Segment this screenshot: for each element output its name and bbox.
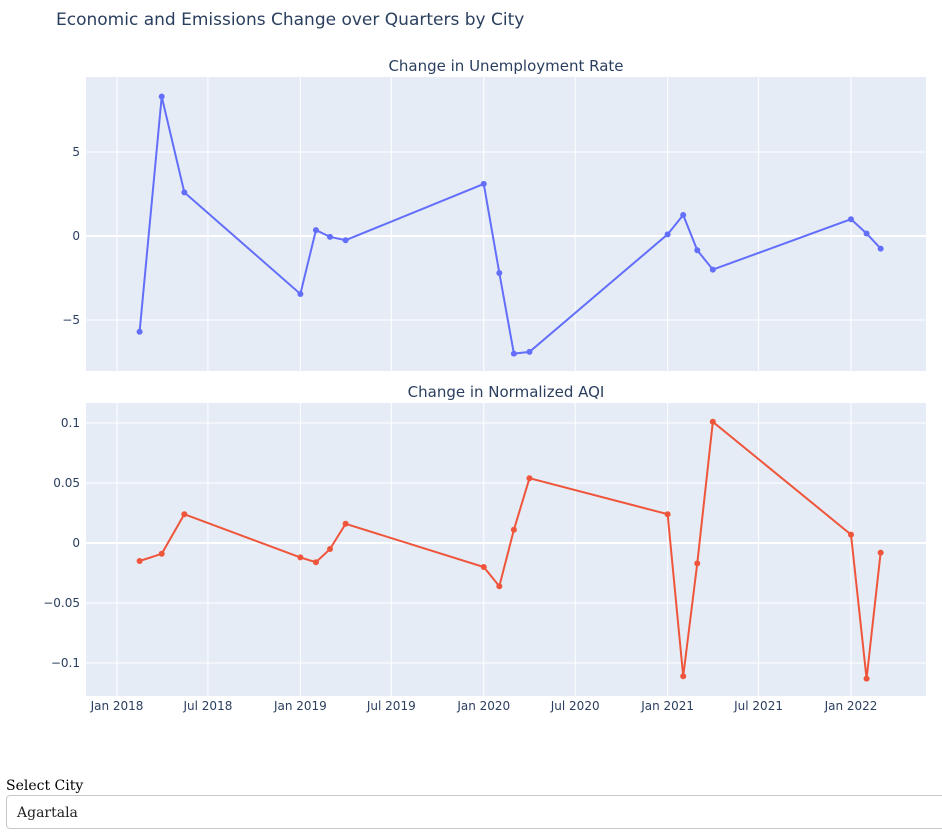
data-point — [136, 328, 143, 335]
data-point — [848, 531, 854, 538]
x-tick-label: Jul 2019 — [366, 699, 416, 713]
x-tick-label: Jan 2018 — [90, 699, 144, 713]
data-point — [709, 418, 716, 425]
data-point — [342, 237, 349, 244]
x-tick-label: Jul 2020 — [550, 699, 600, 713]
data-point — [526, 475, 533, 482]
data-point — [848, 216, 854, 223]
y-tick-label: −0.1 — [51, 656, 80, 670]
y-tick-label: 0.1 — [61, 416, 80, 430]
data-point — [327, 233, 334, 240]
data-point — [664, 231, 671, 238]
data-point — [694, 560, 701, 567]
data-point — [877, 549, 884, 556]
x-tick-label: Jan 2022 — [824, 699, 878, 713]
city-select-value: Agartala — [17, 805, 78, 821]
data-point — [480, 564, 487, 570]
y-tick-label: −5 — [62, 313, 80, 327]
data-point — [327, 546, 334, 552]
data-point — [877, 245, 884, 252]
data-point — [680, 212, 687, 218]
data-point — [510, 526, 517, 533]
data-point — [510, 350, 517, 357]
data-point — [526, 348, 533, 355]
subplot-title: Change in Unemployment Rate — [388, 57, 623, 75]
data-point — [664, 511, 671, 518]
data-point — [680, 673, 687, 680]
y-tick-label: 5 — [72, 145, 80, 159]
select-city-label: Select City — [6, 778, 84, 794]
plot-background — [86, 77, 926, 371]
data-point — [158, 93, 165, 100]
data-point — [709, 266, 716, 273]
data-point — [480, 180, 487, 187]
x-tick-label: Jan 2019 — [273, 699, 327, 713]
series-line — [139, 419, 882, 679]
subplot-title: Change in Normalized AQI — [408, 383, 605, 401]
data-point — [342, 520, 349, 527]
city-select[interactable]: Agartala — [6, 795, 942, 829]
x-tick-label: Jan 2021 — [640, 699, 694, 713]
data-point — [297, 290, 304, 297]
chart-figure: 5 0 −5 Change in Unemployment Rate 0.1 0.05 0 −… — [43, 57, 926, 713]
y-tick-label: 0.05 — [53, 476, 80, 490]
data-point — [181, 189, 188, 196]
page-title: Economic and Emissions Change over Quart… — [56, 10, 525, 30]
data-point — [136, 558, 143, 564]
data-point — [312, 559, 319, 566]
x-tick-label: Jan 2020 — [456, 699, 510, 713]
y-tick-label: 0 — [72, 229, 80, 243]
data-point — [181, 511, 188, 518]
data-point — [312, 227, 319, 234]
y-tick-label: 0 — [72, 536, 80, 550]
data-point — [863, 675, 870, 682]
data-point — [158, 550, 165, 557]
data-point — [496, 583, 503, 590]
series-line — [138, 96, 882, 355]
x-tick-label: Jul 2021 — [733, 699, 783, 713]
x-tick-label: Jul 2018 — [183, 699, 233, 713]
data-point — [297, 554, 304, 561]
data-point — [694, 247, 701, 254]
y-tick-label: −0.05 — [43, 596, 80, 610]
data-point — [863, 230, 870, 237]
plot-background — [86, 403, 926, 696]
data-point — [496, 269, 503, 276]
